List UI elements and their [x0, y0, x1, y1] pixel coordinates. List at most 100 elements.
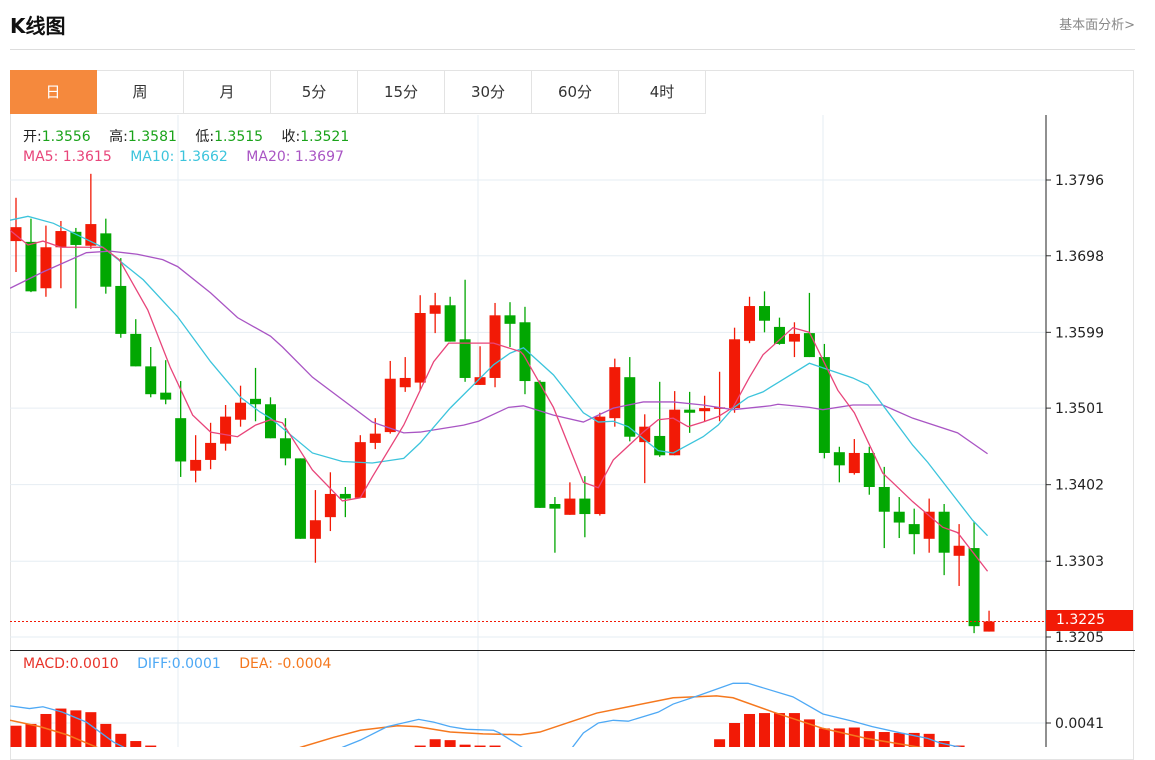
- open-value: 1.3556: [41, 129, 91, 145]
- candle: [205, 422, 217, 470]
- candle: [220, 405, 232, 451]
- candle: [504, 302, 516, 348]
- tab-week[interactable]: 周: [97, 70, 184, 114]
- macd-bar: [908, 732, 920, 747]
- candle: [414, 295, 426, 391]
- tab-month[interactable]: 月: [184, 70, 271, 114]
- candle: [579, 476, 591, 538]
- candle-body: [115, 285, 127, 334]
- candle: [923, 498, 935, 553]
- tab-15min[interactable]: 15分: [358, 70, 445, 114]
- candle-body: [339, 493, 351, 499]
- candle-body: [264, 404, 276, 439]
- candle-body: [968, 548, 980, 627]
- candle: [100, 218, 112, 294]
- candle-body: [309, 520, 321, 539]
- candle-body: [818, 357, 830, 453]
- tab-60min[interactable]: 60分: [532, 70, 619, 114]
- candle-body: [833, 452, 845, 466]
- candle-body: [639, 426, 651, 443]
- candle-body: [788, 333, 800, 342]
- macd-bar: [788, 713, 800, 747]
- candle-body: [235, 402, 247, 420]
- low-value: 1.3515: [214, 129, 264, 145]
- macd-bar: [85, 712, 97, 747]
- candle: [624, 357, 636, 442]
- macd-bar: [729, 723, 741, 747]
- candle: [429, 292, 441, 334]
- page-title: K线图: [10, 14, 66, 38]
- candle-body: [414, 313, 426, 383]
- candle: [294, 458, 306, 539]
- candle-body: [953, 545, 965, 556]
- candle-body: [55, 231, 67, 248]
- candle: [55, 220, 67, 289]
- candle-body: [205, 442, 217, 460]
- macd-y-tick-label: 0.0041: [1055, 716, 1104, 732]
- candle: [639, 414, 651, 484]
- candle: [549, 497, 561, 553]
- macd-bar: [803, 719, 815, 747]
- candle: [893, 497, 905, 539]
- tab-5min[interactable]: 5分: [271, 70, 358, 114]
- candle-body: [324, 493, 336, 518]
- period-tabs: 日 周 月 5分 15分 30分 60分 4时: [10, 70, 706, 114]
- dea-line: [10, 695, 923, 747]
- candle: [534, 380, 546, 508]
- candle: [160, 360, 172, 405]
- tab-4hour[interactable]: 4时: [619, 70, 706, 114]
- y-tick-label: 1.3303: [1055, 554, 1104, 570]
- candle: [759, 291, 770, 333]
- candle-body: [220, 416, 232, 444]
- tab-day[interactable]: 日: [10, 70, 97, 114]
- candle-body: [40, 247, 52, 289]
- macd-bar: [893, 732, 905, 747]
- macd-bar: [414, 745, 426, 747]
- candle: [70, 227, 82, 309]
- candle-body: [983, 621, 995, 632]
- candle-body: [474, 377, 486, 385]
- macd-bar: [923, 733, 935, 747]
- candle: [235, 385, 247, 427]
- candle-body: [564, 498, 576, 515]
- ma-legend: MA5: 1.3615 MA10: 1.3662 MA20: 1.3697: [23, 149, 344, 165]
- candle: [848, 439, 860, 475]
- candle-body: [85, 224, 97, 246]
- candle-body: [938, 511, 950, 553]
- dea-label: DEA:: [239, 656, 273, 672]
- macd-value: 0.0010: [69, 656, 119, 672]
- candle-body: [699, 408, 711, 412]
- macd-bar: [489, 745, 501, 747]
- candle-body: [145, 366, 157, 395]
- candle-body: [190, 459, 202, 471]
- diff-value: 0.0001: [171, 656, 221, 672]
- low-label: 低:: [195, 129, 215, 145]
- candle-body: [130, 333, 142, 367]
- macd-bar: [773, 713, 785, 747]
- candle: [609, 358, 621, 427]
- macd-bar: [714, 739, 726, 747]
- fundamental-analysis-link[interactable]: 基本面分析>: [1059, 18, 1135, 33]
- ma20-value: 1.3697: [294, 149, 344, 165]
- candle: [729, 327, 741, 413]
- candle: [908, 508, 920, 555]
- candle-body: [579, 498, 591, 515]
- candle: [744, 296, 756, 344]
- candle-body: [160, 392, 172, 400]
- candle: [130, 319, 142, 367]
- candle-body: [100, 233, 112, 287]
- candle: [354, 435, 366, 498]
- candle: [489, 302, 501, 388]
- candle: [818, 343, 830, 459]
- candle: [669, 391, 681, 456]
- candle: [444, 296, 456, 342]
- candle: [519, 306, 531, 395]
- tab-30min[interactable]: 30分: [445, 70, 532, 114]
- candle-body: [549, 503, 561, 509]
- candle-body: [444, 305, 456, 342]
- macd-bar: [40, 713, 52, 747]
- y-tick-label: 1.3698: [1055, 249, 1104, 265]
- candle-body: [923, 511, 935, 539]
- y-tick-label: 1.3796: [1055, 173, 1104, 189]
